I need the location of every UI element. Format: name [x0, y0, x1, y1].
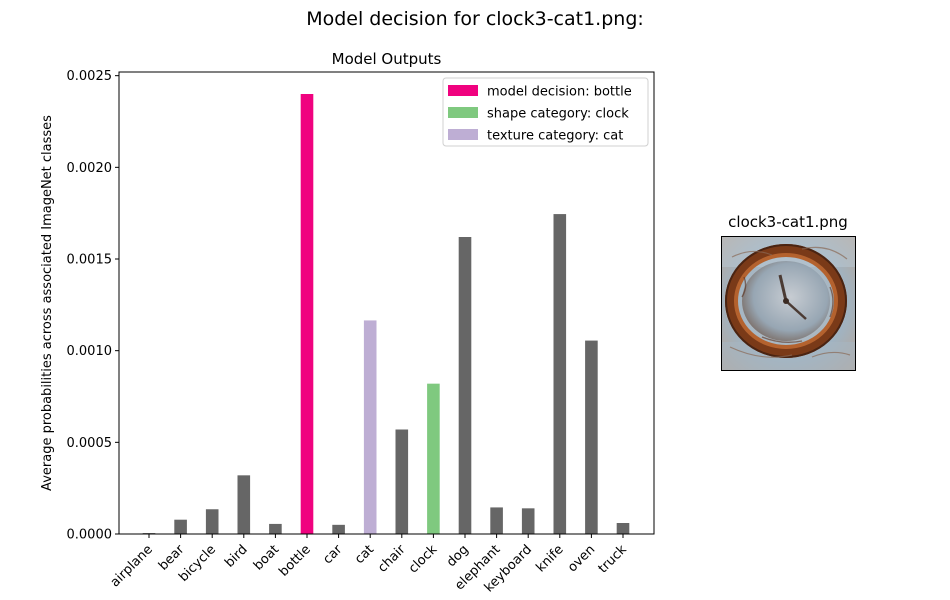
- x-tick-label: knife: [533, 542, 566, 575]
- bars-group: [142, 94, 630, 534]
- bar-chair: [395, 429, 409, 534]
- bar-cat: [363, 320, 377, 534]
- bar-elephant: [490, 507, 503, 534]
- legend-swatch: [448, 85, 478, 96]
- legend-box: [442, 77, 649, 147]
- y-tick-label: 0.0025: [67, 69, 113, 84]
- y-tick-label: 0.0020: [67, 161, 113, 176]
- bar-clock: [427, 383, 440, 534]
- y-tick-label: 0.0005: [67, 436, 113, 451]
- bar-bear: [174, 519, 187, 534]
- x-tick-label: truck: [596, 542, 631, 577]
- bar-knife: [553, 214, 567, 534]
- x-tick-label: bottle: [276, 542, 313, 579]
- legend-label: texture category: cat: [487, 129, 623, 144]
- bar-keyboard: [521, 508, 535, 534]
- chart-title: Model Outputs: [332, 50, 442, 68]
- x-tick-label: airplane: [108, 542, 156, 590]
- figure-title: Model decision for clock3-cat1.png:: [306, 8, 644, 30]
- y-axis: 0.0000 0.0005 0.0010 0.0015 0.0020 0.0025: [67, 69, 119, 543]
- bar-truck: [616, 523, 630, 534]
- stimulus-image: [721, 236, 856, 371]
- y-tick-label: 0.0010: [67, 344, 113, 359]
- x-tick-label: cat: [352, 542, 377, 567]
- bar-dog: [458, 237, 472, 534]
- bar-bird: [237, 475, 251, 534]
- y-tick-label: 0.0015: [67, 253, 113, 268]
- x-tick-label: chair: [375, 542, 409, 576]
- x-tick-label: dog: [444, 542, 472, 570]
- legend-label: shape category: clock: [487, 107, 629, 122]
- legend-swatch: [448, 129, 478, 140]
- legend-label: model decision: bottle: [487, 85, 632, 100]
- bar-boat: [269, 523, 282, 534]
- image-title: clock3-cat1.png: [728, 213, 848, 231]
- legend: model decision: bottle shape category: cl…: [442, 77, 649, 147]
- plot-area-frame: [118, 71, 655, 535]
- x-tick-label: oven: [565, 542, 598, 575]
- bar-bottle: [300, 94, 314, 534]
- y-axis-label: Average probabilities across associated …: [40, 115, 55, 491]
- x-tick-label: clock: [406, 542, 441, 577]
- x-tick-label: bird: [222, 542, 250, 570]
- bar-car: [332, 524, 345, 534]
- bar-oven: [585, 340, 598, 534]
- y-tick-label: 0.0000: [67, 528, 113, 543]
- legend-swatch: [448, 107, 478, 118]
- x-tick-label: car: [320, 542, 346, 568]
- bar-bicycle: [205, 509, 219, 534]
